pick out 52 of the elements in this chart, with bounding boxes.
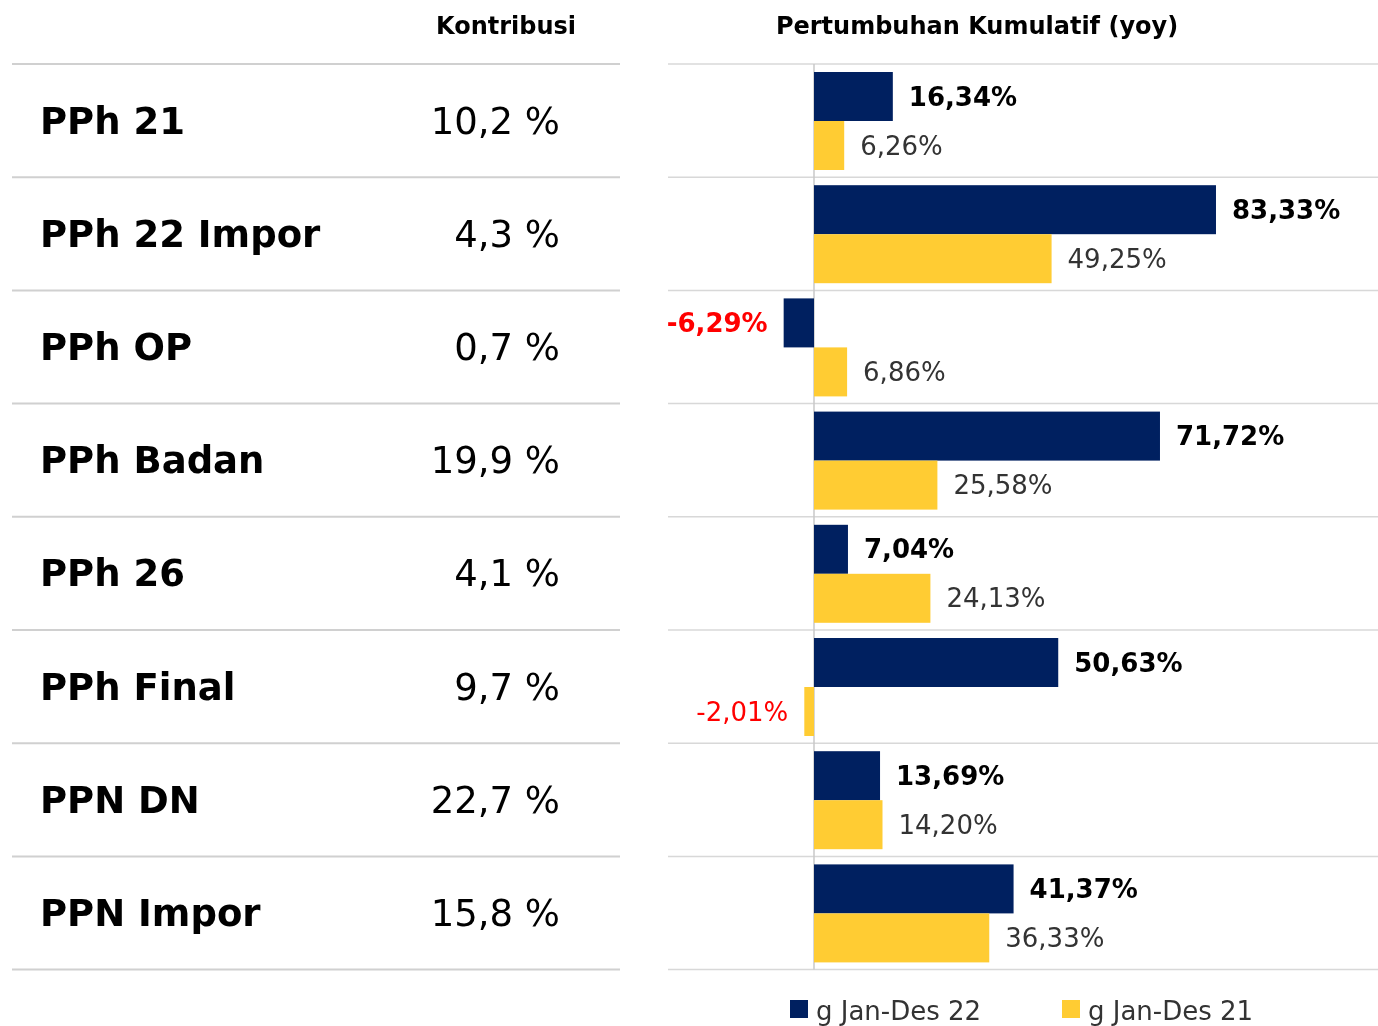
data-label: 25,58% xyxy=(953,470,1053,501)
y-tick-label: PPh Badan xyxy=(40,439,265,483)
bar xyxy=(814,913,990,963)
bar xyxy=(814,121,845,170)
text: Kontribusi xyxy=(435,12,577,40)
data-label: 49,25% xyxy=(1067,243,1167,274)
data-label: 24,13% xyxy=(946,583,1046,614)
text: 15,8 % xyxy=(430,892,560,935)
bar xyxy=(814,234,1052,284)
legend-label: g Jan-Des 21 xyxy=(1088,996,1254,1026)
bar xyxy=(814,638,1059,687)
y-tick-label: PPN DN xyxy=(40,778,200,822)
text: 9,7 % xyxy=(454,665,560,709)
data-label: 7,04% xyxy=(863,534,955,565)
bar xyxy=(814,411,1160,461)
data-label: 16,34% xyxy=(908,81,1018,112)
bar xyxy=(804,687,814,736)
text: 4,1 % xyxy=(454,552,560,596)
bar xyxy=(814,347,848,397)
y-tick-label: PPh OP xyxy=(40,326,193,369)
data-label: 41,37% xyxy=(1029,873,1138,904)
text: 10,2 % xyxy=(430,99,560,143)
bar xyxy=(814,72,893,121)
bar xyxy=(814,751,881,801)
y-tick-label: PPh 22 Impor xyxy=(40,212,322,256)
data-label: -2,01% xyxy=(696,696,789,727)
y-tick-label: PPh Final xyxy=(40,665,236,709)
data-label: 6,26% xyxy=(860,130,943,161)
y-tick-label: PPN Impor xyxy=(40,892,262,935)
data-label: 13,69% xyxy=(896,760,1005,791)
bar xyxy=(814,573,931,623)
text: 0,7 % xyxy=(454,326,560,369)
chart-title: Pertumbuhan Kumulatif (yoy) xyxy=(775,12,1179,40)
y-tick-label: PPh 26 xyxy=(40,552,185,596)
bar xyxy=(814,800,883,850)
data-label: 50,63% xyxy=(1074,647,1183,678)
y-tick-label: PPh 21 xyxy=(40,99,185,143)
text: 4,3 % xyxy=(454,212,560,256)
bar xyxy=(814,864,1014,914)
data-label: 6,86% xyxy=(863,356,946,387)
data-label: 36,33% xyxy=(1005,922,1105,953)
bar xyxy=(814,524,848,574)
text: 19,9 % xyxy=(430,439,560,483)
bar xyxy=(783,298,814,348)
bar xyxy=(814,185,1216,235)
data-label: 71,72% xyxy=(1175,421,1285,452)
legend-label: g Jan-Des 22 xyxy=(816,996,982,1026)
data-label: 14,20% xyxy=(898,809,998,840)
bar xyxy=(814,460,938,510)
data-label: 83,33% xyxy=(1231,194,1341,225)
data-label: -6,29% xyxy=(666,307,768,338)
text: 22,7 % xyxy=(430,778,560,822)
